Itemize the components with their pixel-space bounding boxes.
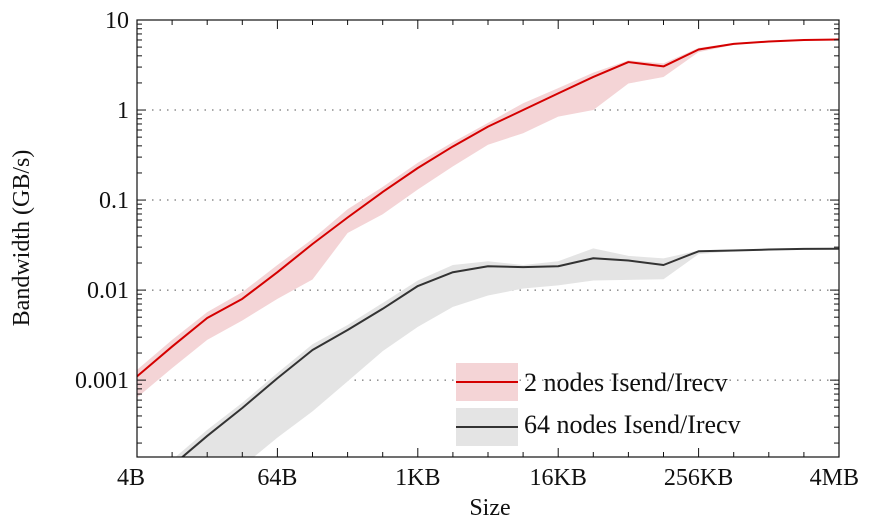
legend: 2 nodes Isend/Irecv 64 nodes Isend/Irecv xyxy=(456,363,741,446)
y-tick-label: 0.001 xyxy=(75,368,129,394)
x-tick-label: 4B xyxy=(117,465,145,491)
x-tick-label: 16KB xyxy=(530,465,587,491)
x-tick-label: 256KB xyxy=(664,465,733,491)
band-2-nodes xyxy=(137,39,839,398)
series-lines xyxy=(137,38,839,457)
plot-frame xyxy=(136,19,840,458)
y-tick-label: 0.1 xyxy=(99,188,129,214)
grid xyxy=(137,109,839,381)
x-axis-label: Size xyxy=(469,495,510,521)
x-tick-label: 4MB xyxy=(810,465,859,491)
y-tick-label: 10 xyxy=(105,8,129,34)
y-tick-label: 1 xyxy=(117,98,129,124)
line-2-nodes xyxy=(137,38,839,378)
y-tick-labels: 10 1 0.1 0.01 0.001 xyxy=(75,8,129,394)
x-tick-label: 1KB xyxy=(395,465,440,491)
x-tick-labels: 4B 64B 1KB 16KB 256KB 4MB xyxy=(117,465,859,491)
x-tick-label: 64B xyxy=(257,465,297,491)
y-axis-label: Bandwidth (GB/s) xyxy=(9,150,35,327)
legend-label-64-nodes: 64 nodes Isend/Irecv xyxy=(524,410,741,439)
legend-label-2-nodes: 2 nodes Isend/Irecv xyxy=(524,368,728,397)
y-tick-label: 0.01 xyxy=(87,278,129,304)
line-64-nodes xyxy=(180,247,839,457)
